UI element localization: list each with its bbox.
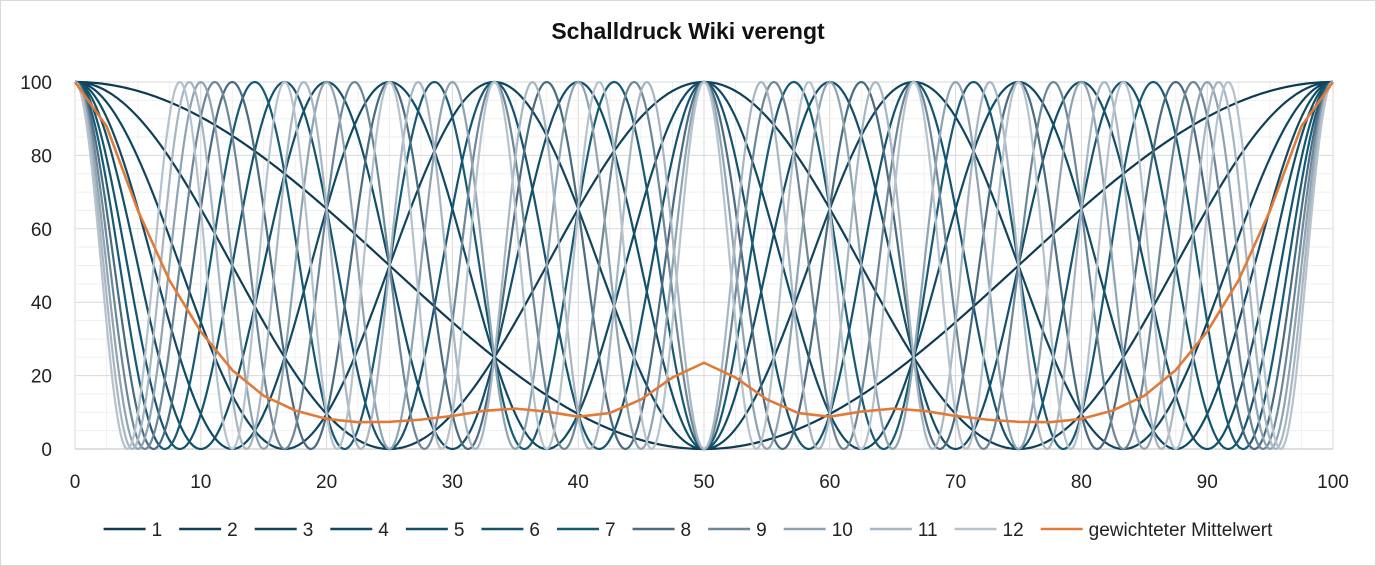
legend-item-10: 10 [783, 520, 853, 541]
legend-item-11: 11 [869, 520, 938, 541]
legend-item-5: 5 [405, 520, 465, 541]
legend-item-7: 7 [556, 520, 616, 541]
x-tick-label: 100 [1317, 472, 1349, 493]
y-axis-ticks: 0 20 40 60 80 100 [20, 73, 52, 461]
y-tick-label: 60 [31, 220, 52, 241]
legend-label: 10 [832, 520, 853, 541]
legend-label: 3 [303, 520, 314, 541]
x-tick-label: 20 [316, 472, 337, 493]
series-lines [73, 80, 1335, 451]
x-axis-ticks: 0 10 20 30 40 50 60 70 80 90 100 [70, 472, 1349, 493]
legend-label: 12 [1003, 520, 1024, 541]
legend-label: 6 [529, 520, 540, 541]
legend-item-9: 9 [708, 520, 767, 541]
x-tick-label: 90 [1197, 472, 1218, 493]
series-line-12 [74, 80, 1334, 451]
x-tick-label: 80 [1071, 472, 1092, 493]
legend-item-1: 1 [103, 520, 163, 541]
legend-label: 8 [681, 520, 692, 541]
series-line-13 [73, 81, 1335, 424]
legend-label: 5 [454, 520, 465, 541]
legend-item-2: 2 [179, 520, 238, 541]
legend-item-8: 8 [632, 520, 692, 541]
legend-label: 11 [918, 520, 938, 541]
legend-label: gewichteter Mittelwert [1089, 520, 1273, 541]
y-tick-label: 100 [20, 73, 52, 94]
legend-label: 1 [152, 520, 163, 541]
x-tick-label: 0 [70, 472, 81, 493]
x-tick-label: 50 [693, 472, 714, 493]
chart-title: Schalldruck Wiki verengt [551, 18, 825, 44]
x-tick-label: 10 [190, 472, 211, 493]
legend-item-3: 3 [254, 520, 314, 541]
legend-label: 7 [605, 520, 616, 541]
legend-label: 9 [756, 520, 767, 541]
x-tick-label: 60 [819, 472, 840, 493]
y-tick-label: 0 [41, 440, 52, 461]
y-tick-label: 20 [31, 367, 52, 388]
legend-item-12: 12 [954, 520, 1024, 541]
legend-item-4: 4 [330, 520, 389, 541]
legend-label: 4 [378, 520, 389, 541]
series-line-11 [74, 80, 1334, 451]
legend-label: 2 [227, 520, 238, 541]
x-tick-label: 30 [442, 472, 463, 493]
y-tick-label: 80 [31, 146, 52, 167]
x-tick-label: 40 [568, 472, 589, 493]
legend-item-6: 6 [481, 520, 540, 541]
y-tick-label: 40 [31, 293, 52, 314]
legend-item-13: gewichteter Mittelwert [1040, 520, 1273, 541]
legend: 1 2 3 4 5 6 7 8 9 10 11 12 gewichteter Mittelwert [103, 520, 1273, 541]
x-tick-label: 70 [945, 472, 966, 493]
